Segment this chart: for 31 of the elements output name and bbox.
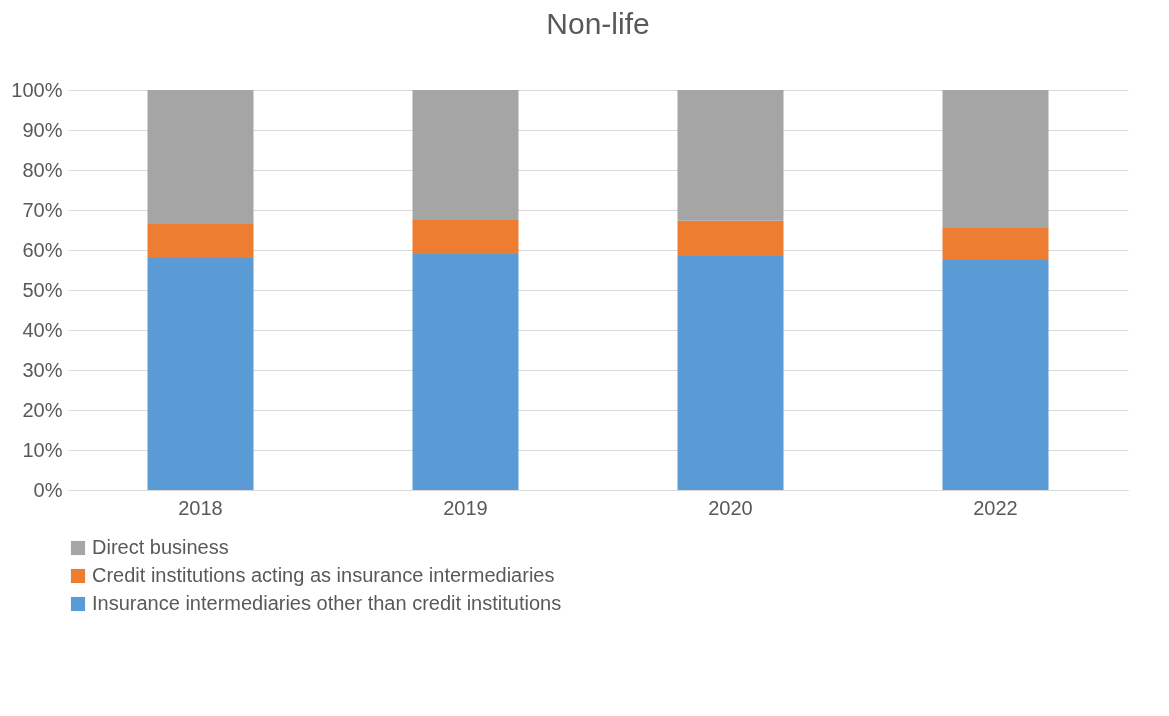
legend-label: Direct business — [92, 536, 229, 558]
y-tick-label: 60% — [22, 238, 63, 261]
y-tick-label: 10% — [22, 438, 63, 461]
bar — [677, 256, 784, 490]
y-tick-label: 80% — [22, 158, 63, 181]
bar — [677, 90, 784, 221]
bar — [942, 90, 1049, 228]
x-tick-label: 2020 — [708, 496, 753, 519]
bar — [412, 254, 519, 490]
y-tick-label: 70% — [22, 198, 63, 221]
y-tick-label: 40% — [22, 318, 63, 341]
y-tick-label: 90% — [22, 118, 63, 141]
chart-title: Non-life — [546, 7, 650, 40]
bar — [942, 260, 1049, 490]
legend-label: Credit institutions acting as insurance intermediaries — [92, 564, 555, 586]
bar — [147, 224, 254, 258]
x-tick-label: 2019 — [443, 496, 488, 519]
y-tick-label: 30% — [22, 358, 63, 381]
bar — [677, 220, 784, 256]
bar — [147, 258, 254, 490]
bar — [412, 90, 519, 220]
legend-label: Insurance intermediaries other than credit institutions — [92, 592, 562, 614]
x-tick-label: 2022 — [973, 496, 1018, 519]
x-tick-label: 2018 — [178, 496, 223, 519]
y-tick-label: 100% — [11, 78, 63, 101]
bar — [412, 220, 519, 254]
bar — [942, 228, 1049, 260]
y-tick-label: 0% — [33, 478, 63, 501]
y-tick-label: 20% — [22, 398, 63, 421]
bar — [147, 90, 254, 224]
y-tick-label: 50% — [22, 278, 63, 301]
